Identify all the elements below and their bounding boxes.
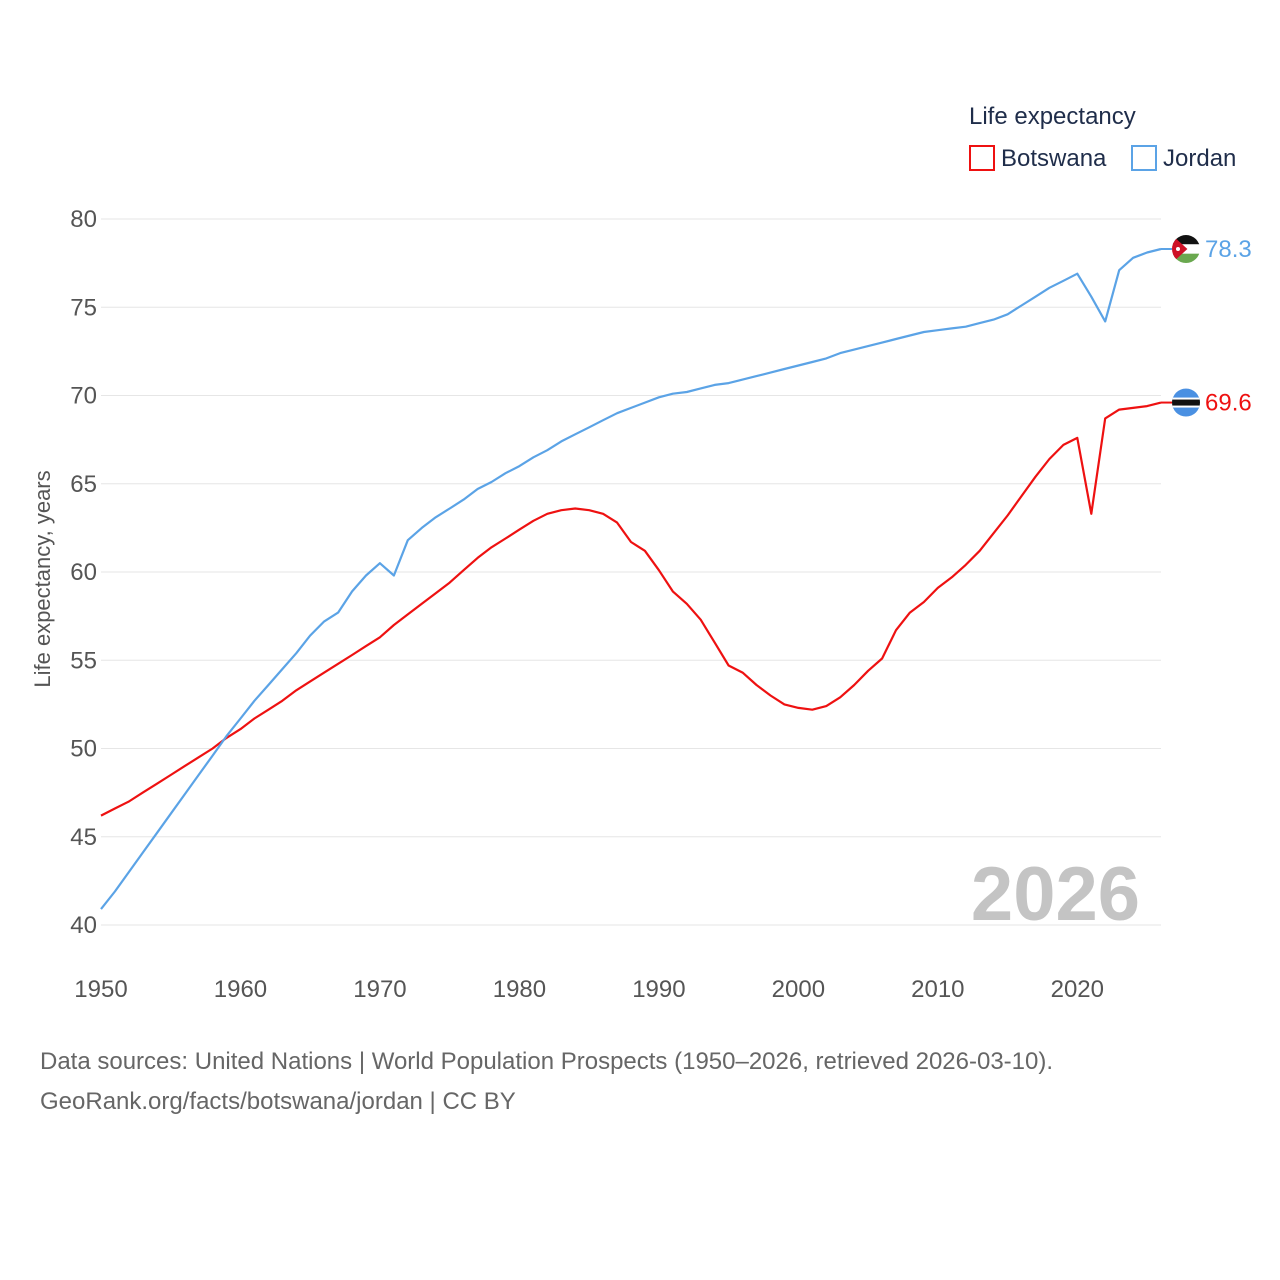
end-value-label-botswana: 69.6 — [1205, 390, 1252, 417]
series-line-jordan — [100, 247, 1162, 910]
y-tick-label: 50 — [70, 736, 97, 763]
y-tick-label: 45 — [70, 824, 97, 851]
y-axis-label: Life expectancy, years — [30, 470, 55, 687]
y-tick-label: 80 — [70, 206, 97, 233]
legend-swatch-botswana — [969, 145, 995, 171]
y-tick-label: 65 — [70, 471, 97, 498]
legend-swatch-jordan — [1131, 145, 1157, 171]
x-tick-label: 2020 — [1051, 976, 1104, 1003]
x-tick-label: 1960 — [214, 976, 267, 1003]
x-tick-label: 1990 — [632, 976, 685, 1003]
x-tick-label: 2000 — [772, 976, 825, 1003]
y-tick-label: 70 — [70, 383, 97, 410]
life-expectancy-chart: 40 45 50 55 60 65 70 75 80 1950 1960 1970 1980 1990 2… — [30, 103, 1252, 1003]
x-tick-label: 1950 — [74, 976, 127, 1003]
jordan-flag-icon — [1172, 235, 1200, 264]
legend-title: Life expectancy — [969, 103, 1136, 130]
series-lines — [100, 247, 1162, 910]
x-tick-label: 1970 — [353, 976, 406, 1003]
source-line-1: Data sources: United Nations | World Pop… — [40, 1048, 1054, 1075]
series-line-botswana — [100, 401, 1162, 817]
y-tick-label: 55 — [70, 647, 97, 674]
end-markers: 69.6 78.3 — [1161, 235, 1252, 417]
legend: Life expectancy Botswana Jordan — [969, 103, 1236, 172]
end-value-label-jordan: 78.3 — [1205, 236, 1252, 263]
legend-item-jordan[interactable]: Jordan — [1131, 145, 1236, 172]
legend-item-botswana[interactable]: Botswana — [969, 145, 1107, 172]
botswana-flag-icon — [1172, 388, 1200, 417]
y-axis-ticks: 40 45 50 55 60 65 70 75 80 — [70, 206, 97, 939]
gridlines — [101, 218, 1161, 926]
y-tick-label: 40 — [70, 912, 97, 939]
x-tick-label: 2010 — [911, 976, 964, 1003]
legend-label-jordan: Jordan — [1163, 145, 1236, 172]
source-line-2: GeoRank.org/facts/botswana/jordan | CC B… — [40, 1088, 516, 1115]
y-tick-label: 60 — [70, 559, 97, 586]
x-axis-ticks: 1950 1960 1970 1980 1990 2000 2010 2020 — [74, 976, 1104, 1003]
y-tick-label: 75 — [70, 294, 97, 321]
current-year-label: 2026 — [971, 852, 1140, 937]
x-tick-label: 1980 — [493, 976, 546, 1003]
legend-label-botswana: Botswana — [1001, 145, 1107, 172]
source-note: Data sources: United Nations | World Pop… — [40, 1042, 1240, 1122]
